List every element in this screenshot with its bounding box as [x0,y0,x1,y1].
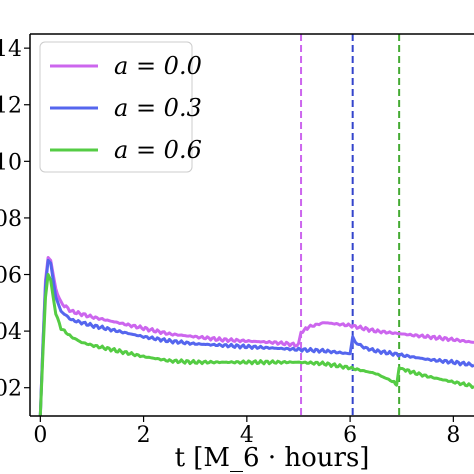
x-tick-label: 8 [446,423,460,448]
y-tick-label: 02 [0,377,22,402]
x-tick-label: 0 [33,423,47,448]
y-tick-label: 04 [0,320,22,345]
legend-label: a = 0.0 [114,52,202,80]
legend: a = 0.0 a = 0.3 a = 0.6 [39,41,202,173]
legend-box [39,41,193,173]
x-tick-label: 6 [343,423,357,448]
y-tick-label: 06 [0,264,22,289]
series-line-1 [38,258,474,417]
y-tick-label: 08 [0,207,22,232]
series-line-2 [38,273,474,417]
x-tick-label: 4 [240,423,254,448]
y-tick-label: 10 [0,150,22,175]
legend-label: a = 0.3 [114,94,202,122]
y-tick-label: 12 [0,94,22,119]
y-tick-label: 14 [0,37,22,62]
x-tick-label: 2 [137,423,151,448]
series-line-0 [38,256,474,417]
legend-label: a = 0.6 [114,136,202,164]
x-axis-label: t [M_6 · hours] [175,443,370,473]
